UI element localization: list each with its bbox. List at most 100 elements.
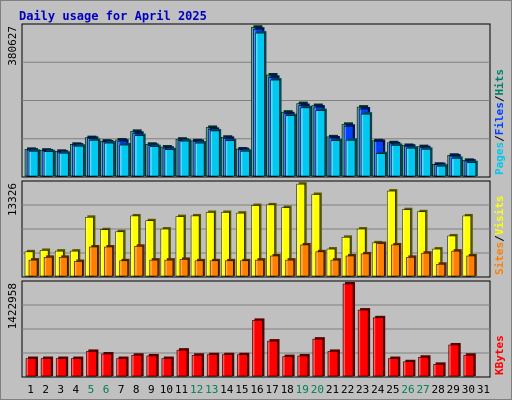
bar-kbytes-day-24 — [372, 315, 386, 377]
bar-pages-day-23 — [360, 112, 373, 177]
x-tick-label: 10 — [160, 383, 173, 396]
x-tick-label: 15 — [235, 383, 248, 396]
bar-pages-day-6 — [104, 141, 116, 177]
bar-kbytes-day-12 — [191, 353, 205, 377]
bar-pages-day-7 — [119, 143, 131, 177]
bar-sites-day-17 — [270, 253, 281, 277]
x-tick-label: 27 — [416, 383, 429, 396]
bar-sites-day-29 — [451, 249, 462, 277]
x-tick-label: 21 — [326, 383, 339, 396]
bar-pages-day-1 — [28, 149, 40, 177]
bar-kbytes-day-28 — [433, 362, 446, 377]
bar-sites-day-25 — [391, 242, 402, 277]
bar-kbytes-day-22 — [342, 282, 356, 377]
bar-pages-day-26 — [406, 146, 418, 177]
x-tick-label: 28 — [432, 383, 445, 396]
bar-kbytes-day-30 — [463, 353, 476, 377]
bar-pages-day-5 — [89, 138, 101, 177]
bar-sites-day-5 — [89, 245, 100, 277]
bar-sites-day-19 — [300, 242, 311, 277]
bar-kbytes-day-29 — [448, 342, 461, 377]
bar-pages-day-24 — [375, 151, 388, 177]
x-tick-label: 12 — [190, 383, 203, 396]
bar-pages-day-4 — [74, 144, 86, 177]
chart-title: Daily usage for April 2025 — [19, 9, 207, 23]
bar-sites-day-13 — [209, 258, 221, 277]
bar-sites-day-24 — [375, 241, 387, 277]
side-legend: Sites/Visits — [493, 196, 506, 276]
bar-kbytes-day-11 — [176, 348, 189, 377]
legend-separator: / — [493, 95, 506, 102]
bar-sites-day-23 — [360, 251, 372, 277]
bar-pages-day-11 — [179, 139, 191, 177]
x-tick-label: 9 — [148, 383, 155, 396]
bar-sites-day-6 — [104, 245, 115, 277]
side-legend: Pages/Files/Hits — [493, 69, 506, 175]
bar-sites-day-30 — [466, 253, 477, 277]
bar-sites-day-12 — [194, 258, 206, 277]
bar-kbytes-day-3 — [55, 356, 69, 377]
ymax-label: 380627 — [6, 26, 19, 66]
x-tick-label: 26 — [401, 383, 414, 396]
x-tick-label: 24 — [371, 383, 385, 396]
bar-sites-day-28 — [436, 262, 447, 277]
x-tick-label: 6 — [103, 383, 110, 396]
x-tick-label: 18 — [281, 383, 294, 396]
bar-kbytes-day-8 — [131, 353, 144, 377]
bar-pages-day-30 — [466, 160, 478, 177]
bar-kbytes-day-9 — [146, 353, 159, 377]
bar-kbytes-day-23 — [357, 308, 371, 377]
x-axis-labels: 1 2 3 4 5 6 7 8 9 10 11 12 13 14 15 16 17 18 19 20 21 22 23 24 2… — [27, 383, 490, 396]
bar-sites-day-16 — [255, 258, 266, 277]
bar-kbytes-day-21 — [327, 349, 340, 377]
bar-sites-day-11 — [179, 257, 190, 277]
bar-kbytes-day-14 — [222, 352, 235, 377]
bar-pages-day-28 — [436, 164, 448, 177]
bar-kbytes-day-5 — [86, 349, 99, 377]
bar-pages-day-19 — [300, 105, 312, 177]
bar-sites-day-7 — [119, 258, 130, 277]
bar-pages-day-9 — [149, 144, 161, 177]
bar-sites-day-14 — [225, 258, 236, 277]
bar-kbytes-day-13 — [206, 352, 220, 377]
bar-sites-day-26 — [406, 255, 417, 277]
legend-separator: / — [493, 135, 506, 142]
x-tick-label: 16 — [250, 383, 263, 396]
bar-sites-day-20 — [315, 249, 326, 277]
bar-kbytes-day-17 — [267, 339, 280, 377]
bar-kbytes-day-20 — [312, 337, 325, 377]
bar-kbytes-day-1 — [25, 356, 38, 377]
bar-kbytes-day-4 — [71, 356, 84, 377]
bar-sites-day-22 — [345, 253, 357, 277]
bar-pages-day-27 — [421, 147, 433, 177]
bar-pages-day-8 — [134, 133, 146, 177]
bar-pages-day-3 — [58, 151, 71, 177]
ymax-label: 1422958 — [6, 283, 19, 329]
bar-kbytes-day-6 — [101, 352, 114, 377]
bar-pages-day-20 — [315, 108, 327, 177]
bar-kbytes-day-2 — [40, 356, 54, 377]
ymax-label: 13326 — [6, 183, 19, 216]
bar-pages-day-16 — [255, 31, 267, 177]
bar-pages-day-25 — [391, 143, 403, 177]
x-tick-label: 7 — [118, 383, 125, 396]
x-tick-label: 31 — [477, 383, 490, 396]
x-tick-label: 25 — [386, 383, 399, 396]
bar-sites-day-9 — [149, 258, 160, 277]
bar-sites-day-18 — [285, 258, 296, 277]
bar-sites-day-21 — [330, 258, 341, 277]
bar-pages-day-2 — [43, 149, 56, 177]
x-tick-label: 14 — [220, 383, 234, 396]
bar-pages-day-29 — [451, 156, 463, 177]
legend-sites: Sites — [493, 242, 506, 275]
legend-kbytes: KBytes — [493, 335, 506, 375]
x-tick-label: 11 — [175, 383, 188, 396]
bar-sites-day-27 — [421, 251, 432, 277]
bar-kbytes-day-10 — [161, 356, 174, 377]
bar-kbytes-day-25 — [388, 356, 401, 377]
bar-sites-day-8 — [134, 244, 145, 277]
x-tick-label: 23 — [356, 383, 369, 396]
bar-pages-day-18 — [285, 113, 297, 177]
x-tick-label: 8 — [133, 383, 140, 396]
x-tick-label: 17 — [265, 383, 278, 396]
